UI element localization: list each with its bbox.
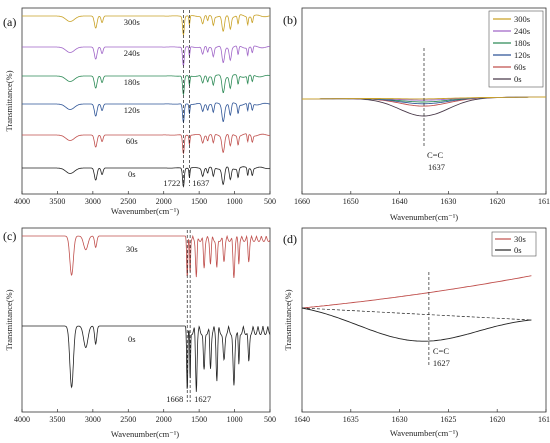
- panel-d-series-line: [301, 307, 532, 342]
- panel-b-legend: 300s 240s 180s 120s 60s 0s: [493, 14, 530, 84]
- panel-a-series-label: 0s: [128, 169, 136, 179]
- panel-c-tick-label: 1000: [227, 415, 243, 424]
- panel-c-tick-label: 3500: [49, 415, 65, 424]
- panel-c-series-label: 30s: [126, 244, 138, 254]
- panel-a-ticks: 4000 3500 3000 2500 2000 1500 1000 500: [14, 191, 276, 206]
- panel-a-annotations: 1722 1637: [163, 10, 209, 188]
- panel-d-tick-label: 1625: [440, 415, 456, 424]
- panel-d-annotation: C=C: [433, 346, 449, 356]
- panel-a-tick-label: 2000: [156, 197, 172, 206]
- panel-d-ticks: 1640 1635 1630 1625 1620 1615: [294, 409, 550, 424]
- panel-b-ticks: 1660 1650 1640 1630 1620 1610: [294, 191, 550, 206]
- panel-b-tick-label: 1630: [440, 197, 456, 206]
- panel-c-tick-label: 1500: [191, 415, 207, 424]
- panel-b-legend-label: 120s: [514, 50, 530, 60]
- panel-a-marker-label: 1722: [163, 178, 180, 188]
- panel-a-series-label: 120s: [124, 105, 140, 115]
- panel-b-tick-label: 1610: [538, 197, 550, 206]
- panel-d-series-line: [301, 275, 532, 309]
- panel-b-annotations: C=C 1637: [423, 48, 445, 172]
- panel-a-series-label: 60s: [126, 136, 138, 146]
- panel-a-tick-label: 2500: [120, 197, 136, 206]
- panel-a-tick-label: 1000: [227, 197, 243, 206]
- panel-b-frame: [301, 7, 547, 195]
- panel-label-c: (c): [3, 229, 16, 243]
- panel-b-legend-label: 0s: [514, 74, 522, 84]
- panel-c-tick-label: 4000: [14, 415, 30, 424]
- panel-c-ylabel: Transmittance(%): [4, 289, 14, 350]
- panel-c-marker-label: 1668: [166, 394, 183, 404]
- panel-a-series-label: 300s: [124, 17, 140, 27]
- panel-a-tick-label: 3000: [85, 197, 101, 206]
- panel-a-series-line: [22, 14, 270, 36]
- panel-b-legend-box: [488, 10, 544, 88]
- panel-a-tick-label: 4000: [14, 197, 30, 206]
- panel-b-annotation: 1637: [428, 162, 445, 172]
- panel-b-xlabel: Wavenumber(cm⁻¹): [390, 212, 458, 222]
- panel-c-series-label: 0s: [128, 334, 136, 344]
- panel-c-marker-label: 1627: [194, 394, 211, 404]
- panel-a-series-line: [22, 45, 270, 67]
- panel-b-legend-label: 240s: [514, 26, 530, 36]
- panel-d-tick-label: 1640: [294, 415, 310, 424]
- panel-a: 0s 60s 120s 180s 240s 300s 4000 3500 3000 2500 20…: [4, 7, 276, 216]
- panel-d-curves: [301, 275, 532, 342]
- panel-c: 30s 0s 4000 3500 3000 2500 2000 1500 1000 500 16…: [4, 227, 276, 439]
- panel-c-tick-label: 2000: [156, 415, 172, 424]
- panel-a-ylabel: Transmittance(%): [4, 70, 14, 131]
- panel-b-legend-label: 300s: [514, 14, 530, 24]
- panel-c-series-line: [22, 234, 271, 279]
- panel-c-annotations: 1668 1627: [166, 230, 211, 404]
- panel-a-marker-label: 1637: [192, 178, 209, 188]
- panel-b-tick-label: 1640: [392, 197, 408, 206]
- panel-c-curves: 30s 0s: [22, 234, 271, 392]
- panel-a-series-line: [22, 74, 270, 96]
- panel-a-xlabel: Wavenumber(cm⁻¹): [111, 206, 179, 216]
- panel-c-tick-label: 3000: [85, 415, 101, 424]
- panel-c-series-line: [22, 325, 271, 392]
- panel-d-tick-label: 1630: [392, 415, 408, 424]
- panel-a-tick-label: 3500: [49, 197, 65, 206]
- panel-b-legend-label: 180s: [514, 38, 530, 48]
- panel-b-legend-label: 60s: [514, 62, 526, 72]
- panel-c-tick-label: 2500: [120, 415, 136, 424]
- panel-c-frame: [21, 227, 271, 413]
- panel-d-annotations: C=C 1627: [428, 272, 450, 368]
- panel-a-series-label: 240s: [124, 48, 140, 58]
- panel-a-tick-label: 500: [264, 197, 276, 206]
- panel-d-annotation: 1627: [433, 358, 450, 368]
- panel-b-annotation: C=C: [427, 150, 443, 160]
- panel-d-legend-box: [491, 231, 537, 257]
- panel-d-xlabel: Wavenumber(cm⁻¹): [390, 428, 458, 438]
- panel-a-series-label: 180s: [124, 77, 140, 87]
- panel-c-tick-label: 500: [264, 415, 276, 424]
- panel-d-tick-label: 1620: [489, 415, 505, 424]
- panel-b-tick-label: 1660: [294, 197, 310, 206]
- panel-a-tick-label: 1500: [191, 197, 207, 206]
- panel-d-legend-label: 0s: [514, 245, 522, 255]
- panel-a-curves: 0s 60s 120s 180s 240s 300s: [22, 14, 270, 188]
- panel-a-series-line: [22, 102, 270, 124]
- panel-d-ylabel: Transmittance(%): [283, 289, 293, 350]
- panel-a-series-line: [22, 166, 270, 188]
- panel-d-tick-label: 1635: [343, 415, 359, 424]
- panel-c-xlabel: Wavenumber(cm⁻¹): [111, 429, 179, 439]
- panel-a-series-line: [22, 133, 270, 155]
- panel-d-baseline: [301, 307, 532, 321]
- panel-label-d: (d): [283, 232, 297, 246]
- panel-a-frame: [21, 7, 271, 195]
- panel-b-tick-label: 1650: [343, 197, 359, 206]
- panel-d-tick-label: 1615: [538, 415, 550, 424]
- panel-b: 1660 1650 1640 1630 1620 1610 C=C 1637 300s 240…: [294, 7, 550, 222]
- panel-label-b: (b): [283, 13, 297, 27]
- panel-b-tick-label: 1620: [489, 197, 505, 206]
- panel-label-a: (a): [3, 15, 16, 29]
- panel-d-legend-label: 30s: [514, 234, 526, 244]
- panel-d-frame: [301, 227, 547, 413]
- panel-c-ticks: 4000 3500 3000 2500 2000 1500 1000 500: [14, 409, 276, 424]
